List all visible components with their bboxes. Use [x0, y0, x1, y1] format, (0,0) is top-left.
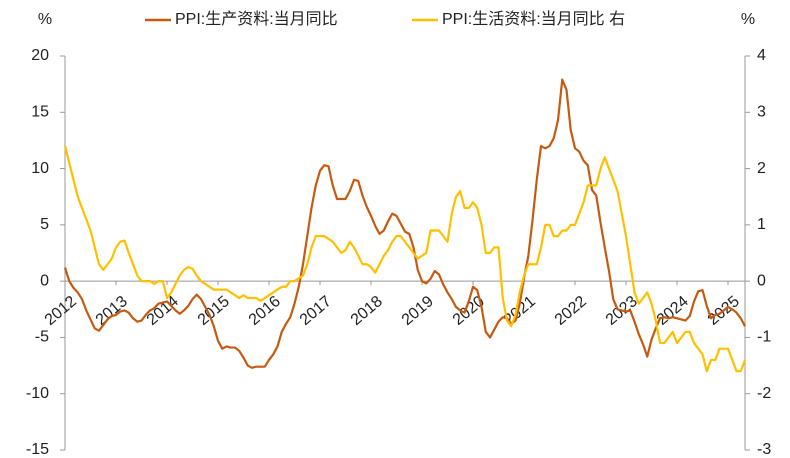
y-tick-label: -10 — [26, 385, 49, 402]
y-tick-label: -15 — [26, 441, 49, 458]
x-tick-label: 2018 — [348, 293, 386, 329]
y2-tick-label: 3 — [757, 104, 766, 121]
y-tick-label: 15 — [31, 104, 49, 121]
x-tick-label: 2019 — [399, 293, 437, 329]
y2-tick-label: -2 — [757, 385, 771, 402]
y2-tick-label: 2 — [757, 160, 766, 177]
x-tick-label: 2012 — [42, 293, 80, 329]
y2-tick-label: 1 — [757, 216, 766, 233]
legend-label: PPI:生活资料:当月同比 右 — [442, 10, 625, 28]
y-tick-label: 0 — [40, 272, 49, 289]
y-tick-label: -5 — [35, 329, 49, 346]
series-line — [63, 145, 747, 373]
x-tick-label: 2022 — [552, 293, 590, 329]
y-axis-label: % — [38, 11, 52, 28]
y2-tick-label: -1 — [757, 329, 771, 346]
y2-tick-label: -3 — [757, 441, 771, 458]
x-tick-label: 2017 — [297, 293, 335, 329]
legend-label: PPI:生产资料:当月同比 — [175, 10, 338, 28]
y2-axis-label: % — [741, 11, 755, 28]
x-tick-label: 2024 — [654, 293, 692, 329]
y-tick-label: 10 — [31, 160, 49, 177]
series-line — [63, 78, 746, 369]
y-tick-label: 20 — [31, 47, 49, 64]
y2-tick-label: 4 — [757, 47, 766, 64]
y-tick-label: 5 — [40, 216, 49, 233]
y2-tick-label: 0 — [757, 272, 766, 289]
